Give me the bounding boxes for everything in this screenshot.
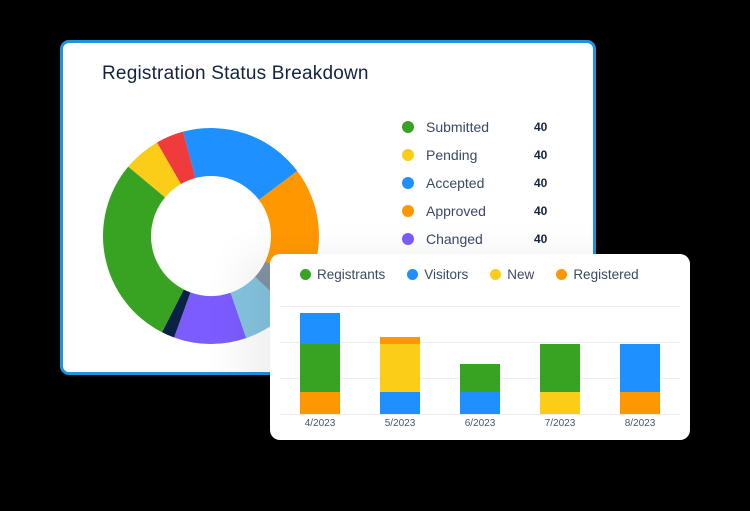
legend-label: Visitors: [424, 267, 469, 282]
legend-label: Submitted: [426, 119, 490, 135]
card-title: Registration Status Breakdown: [102, 63, 369, 84]
gridline: [280, 306, 680, 307]
legend-value: 40: [534, 120, 548, 134]
legend-label: Registered: [573, 267, 639, 282]
legend-dot-icon: [402, 205, 414, 217]
legend-dot-icon: [402, 149, 414, 161]
bar-4/2023[interactable]: [300, 304, 340, 414]
bar-legend: Registrants Visitors New Registered: [300, 267, 661, 282]
legend-value: 40: [534, 176, 548, 190]
legend-label: New: [507, 267, 535, 282]
legend-label: Registrants: [317, 267, 386, 282]
legend-dot-icon: [402, 233, 414, 245]
bar-5/2023[interactable]: [380, 304, 420, 414]
bar-segment-visitors[interactable]: [300, 313, 340, 344]
donut-slice[interactable]: [183, 127, 298, 200]
donut-slice[interactable]: [161, 289, 191, 338]
legend-label: Pending: [426, 147, 478, 163]
bar-legend-item-visitors[interactable]: Visitors: [407, 267, 468, 282]
x-axis-label: 6/2023: [464, 418, 496, 429]
bar-segment-visitors[interactable]: [620, 343, 660, 393]
stacked-bar-plot: [280, 304, 680, 415]
donut-slice[interactable]: [102, 166, 184, 333]
legend-value: 40: [534, 232, 548, 246]
bar-segment-registrants[interactable]: [460, 363, 500, 393]
gridline: [280, 414, 680, 415]
bar-segment-new[interactable]: [380, 343, 420, 393]
legend-label: Changed: [426, 231, 483, 247]
legend-value: 40: [534, 148, 548, 162]
bar-segment-visitors[interactable]: [380, 392, 420, 414]
bar-segment-registered[interactable]: [620, 392, 660, 414]
bar-6/2023[interactable]: [460, 304, 500, 414]
legend-dot-icon: [556, 269, 568, 280]
bar-segment-registrants[interactable]: [540, 343, 580, 393]
bar-segment-visitors[interactable]: [460, 392, 500, 414]
legend-dot-icon: [407, 269, 419, 280]
legend-label: Approved: [426, 203, 486, 219]
x-axis-label: 7/2023: [544, 418, 576, 429]
legend-item-approved[interactable]: Approved 40: [402, 197, 562, 225]
bar-legend-item-registrants[interactable]: Registrants: [300, 267, 385, 282]
legend-dot-icon: [402, 121, 414, 133]
legend-item-submitted[interactable]: Submitted 40: [402, 113, 562, 141]
x-axis-label: 5/2023: [384, 418, 416, 429]
legend-item-changed[interactable]: Changed 40: [402, 225, 562, 253]
donut-slice[interactable]: [174, 292, 247, 344]
x-axis-label: 4/2023: [304, 418, 336, 429]
bar-8/2023[interactable]: [620, 304, 660, 414]
legend-value: 40: [534, 204, 548, 218]
bar-legend-item-new[interactable]: New: [490, 267, 534, 282]
legend-item-accepted[interactable]: Accepted 40: [402, 169, 562, 197]
bar-segment-registered[interactable]: [380, 336, 420, 344]
legend-dot-icon: [300, 269, 311, 280]
legend-label: Accepted: [426, 175, 485, 191]
monthly-registrations-card: Registrants Visitors New Registered 4/2023 5…: [270, 254, 690, 440]
bar-legend-item-registered[interactable]: Registered: [556, 267, 639, 282]
legend-dot-icon: [402, 177, 414, 189]
donut-slice[interactable]: [128, 142, 181, 198]
bar-segment-registrants[interactable]: [300, 343, 340, 393]
bar-segment-registered[interactable]: [300, 392, 340, 414]
donut-slice[interactable]: [258, 171, 319, 282]
legend-dot-icon: [490, 269, 502, 280]
bar-7/2023[interactable]: [540, 304, 580, 414]
legend-item-pending[interactable]: Pending 40: [402, 141, 562, 169]
gridline: [280, 342, 680, 343]
bar-segment-new[interactable]: [540, 392, 580, 414]
x-axis-label: 8/2023: [624, 418, 656, 429]
donut-slice[interactable]: [157, 131, 196, 185]
donut-legend: Submitted 40 Pending 40 Accepted 40 Approved 40…: [402, 113, 562, 253]
